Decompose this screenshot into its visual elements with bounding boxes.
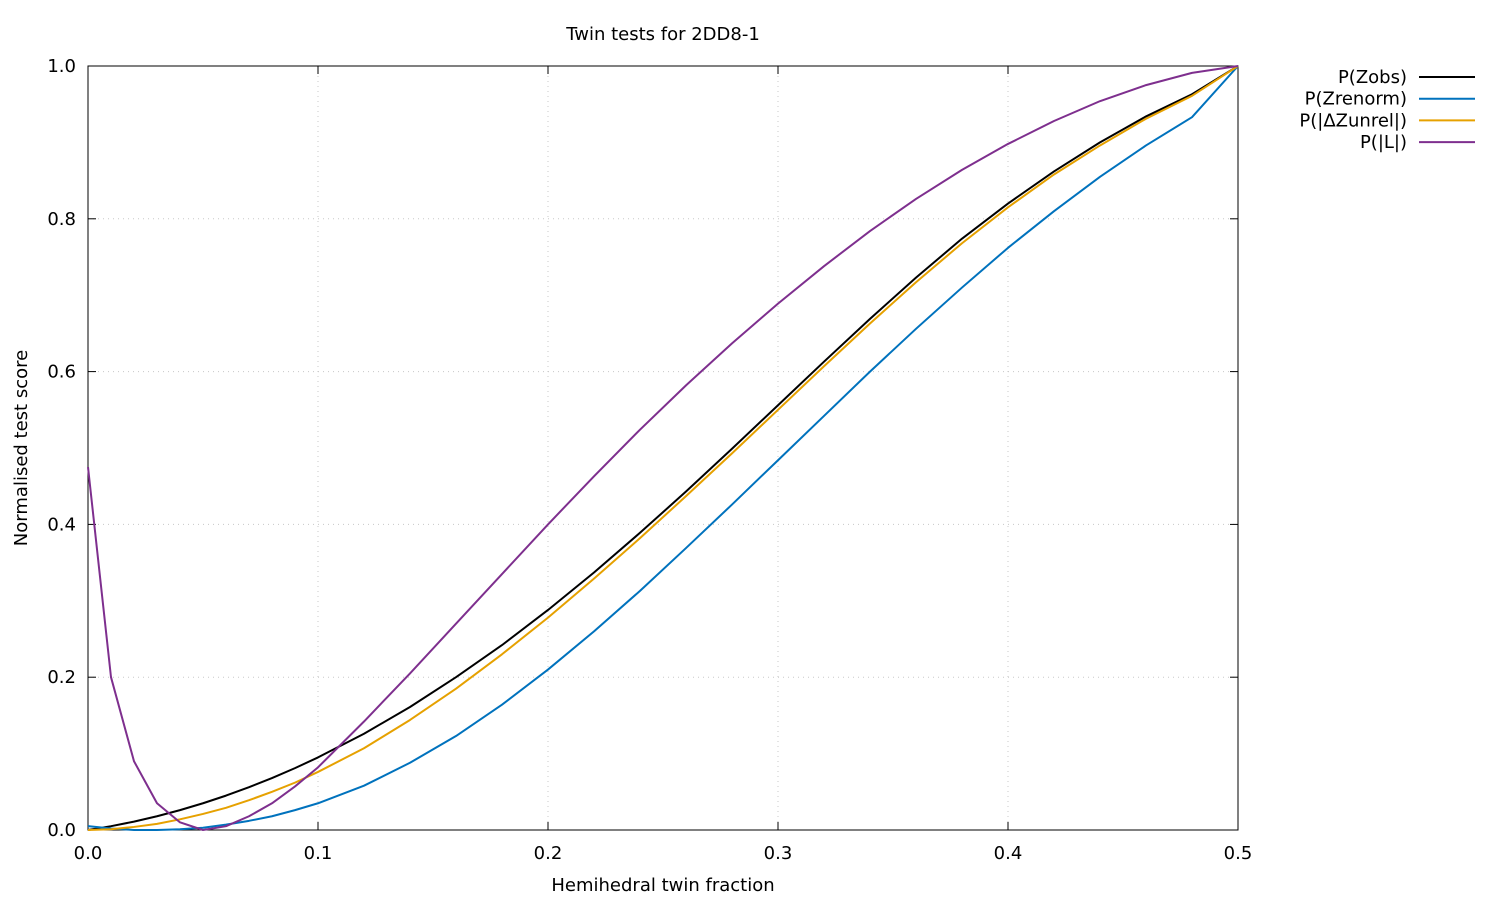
y-tick-label: 0.8 (47, 209, 76, 230)
y-tick-label: 1.0 (47, 56, 76, 77)
series-lines (87, 65, 1239, 831)
y-axis-label: Normalised test score (11, 350, 32, 546)
series-line-4 (87, 65, 1239, 831)
x-tick-label: 0.0 (74, 843, 103, 864)
x-tick-label: 0.3 (764, 843, 793, 864)
x-tick-label: 0.4 (994, 843, 1023, 864)
y-tick-label: 0.0 (47, 820, 76, 841)
y-tick-label: 0.6 (47, 362, 76, 383)
chart-title: Twin tests for 2DD8-1 (565, 24, 760, 45)
legend-label: P(Zobs) (1338, 67, 1407, 88)
x-tick-label: 0.2 (534, 843, 563, 864)
legend-label: P(Zrenorm) (1305, 89, 1407, 110)
series-line-1 (87, 65, 1239, 831)
axis-ticks: 0.0 0.1 0.2 0.3 0.4 0.5 0.0 0.2 0.4 0.6 0.8 1.0 (47, 56, 1252, 864)
x-axis-label: Hemihedral twin fraction (551, 875, 774, 896)
y-tick-label: 0.4 (47, 514, 76, 535)
legend: P(Zobs)P(Zrenorm)P(|ΔZunrel|)P(|L|) (1299, 67, 1475, 153)
series-line-3 (87, 65, 1239, 831)
x-tick-label: 0.5 (1224, 843, 1253, 864)
grid-lines (88, 66, 1238, 830)
y-tick-label: 0.2 (47, 667, 76, 688)
legend-label: P(|ΔZunrel|) (1299, 110, 1407, 131)
x-tick-label: 0.1 (304, 843, 333, 864)
series-line-2 (87, 65, 1239, 831)
plot-frame (87, 65, 1239, 831)
legend-label: P(|L|) (1360, 132, 1407, 153)
